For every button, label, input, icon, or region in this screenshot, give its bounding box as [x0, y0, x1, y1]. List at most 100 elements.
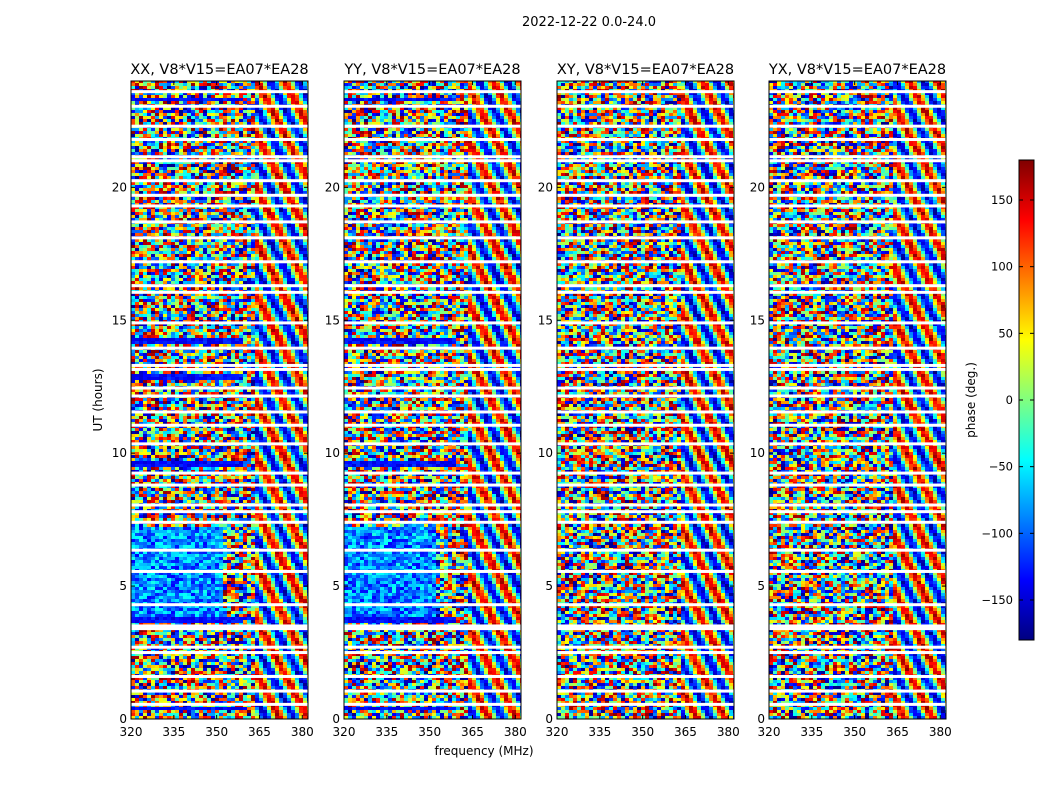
x-tick-label: 335 — [375, 725, 398, 739]
panel-3: YX, V8*V15=EA07*EA28 320 335 350 365 380 0 5 10 1… — [750, 62, 952, 739]
x-tick-label: 335 — [588, 725, 611, 739]
flagged-row — [344, 284, 521, 288]
flagged-row — [769, 124, 946, 128]
flagged-row — [769, 137, 946, 141]
flagged-row — [344, 321, 521, 325]
flagged-row — [557, 410, 734, 414]
flagged-row — [131, 204, 308, 208]
x-tick-label: 350 — [205, 725, 228, 739]
flagged-row — [769, 104, 946, 108]
flagged-row — [344, 363, 521, 367]
flagged-row — [131, 124, 308, 128]
y-tick-label: 0 — [545, 712, 553, 726]
flagged-row — [344, 137, 521, 141]
flagged-row — [131, 394, 308, 398]
x-tick-label: 365 — [461, 725, 484, 739]
panels-group: XX, V8*V15=EA07*EA28 320 335 350 365 380 0 5 10 1… — [112, 62, 952, 739]
flagged-row — [557, 137, 734, 141]
flagged-row — [344, 483, 521, 487]
flagged-row — [344, 503, 521, 507]
flagged-row — [769, 346, 946, 350]
flagged-row — [557, 483, 734, 487]
flagged-row — [131, 569, 308, 573]
flagged-row — [769, 624, 946, 628]
flagged-row — [131, 520, 308, 524]
flagged-row — [131, 651, 308, 655]
flagged-row — [344, 220, 521, 224]
flagged-row — [557, 179, 734, 183]
flagged-row — [557, 321, 734, 325]
panel-2: XY, V8*V15=EA07*EA28 320 335 350 365 380 0 5 10 1… — [538, 62, 740, 739]
heatmap-1 — [344, 81, 521, 719]
flagged-row — [131, 674, 308, 678]
flagged-row — [557, 204, 734, 208]
panel-frame — [130, 80, 309, 720]
flagged-row — [769, 321, 946, 325]
flagged-row — [344, 645, 521, 649]
flagged-row — [131, 386, 308, 390]
flagged-row — [344, 104, 521, 108]
flagged-row — [131, 321, 308, 325]
flagged-row — [131, 346, 308, 350]
colorbar-label: phase (deg.) — [964, 362, 978, 438]
y-tick-label: 0 — [332, 712, 340, 726]
flagged-row — [557, 284, 734, 288]
panel-title: XY, V8*V15=EA07*EA28 — [557, 62, 734, 78]
flagged-row — [557, 569, 734, 573]
colorbar-tick-label: −100 — [981, 526, 1013, 540]
flagged-row — [557, 645, 734, 649]
y-tick-label: 10 — [538, 446, 553, 460]
y-tick-label: 5 — [332, 579, 340, 593]
flagged-row — [344, 179, 521, 183]
flagged-row — [344, 651, 521, 655]
flagged-row — [344, 410, 521, 414]
flagged-row — [344, 423, 521, 427]
flagged-row — [769, 394, 946, 398]
flagged-row — [557, 346, 734, 350]
flagged-row — [769, 179, 946, 183]
flagged-row — [557, 674, 734, 678]
flagged-row — [344, 124, 521, 128]
y-tick-label: 20 — [112, 180, 127, 194]
panel-0: XX, V8*V15=EA07*EA28 320 335 350 365 380 0 5 10 1… — [112, 62, 314, 739]
flagged-row — [769, 363, 946, 367]
flagged-row — [131, 603, 308, 607]
panel-frame — [768, 80, 947, 720]
flagged-row — [557, 260, 734, 264]
flagged-row — [769, 290, 946, 294]
y-tick-label: 20 — [538, 180, 553, 194]
flagged-row — [557, 627, 734, 631]
colorbar: 150 100 50 0 −50 −100 −150 — [981, 159, 1035, 641]
x-tick-label: 365 — [674, 725, 697, 739]
colorbar-tick-label: 0 — [1006, 393, 1013, 407]
x-tick-label: 380 — [291, 725, 314, 739]
flagged-row — [344, 471, 521, 475]
flagged-row — [131, 689, 308, 693]
flagged-row — [344, 674, 521, 678]
flagged-row — [769, 702, 946, 706]
flagged-row — [769, 410, 946, 414]
flagged-row — [769, 483, 946, 487]
x-tick-label: 365 — [886, 725, 909, 739]
flagged-row — [344, 367, 521, 371]
flagged-row — [769, 471, 946, 475]
x-tick-label: 365 — [248, 725, 271, 739]
flagged-row — [557, 510, 734, 514]
flagged-row — [769, 627, 946, 631]
flagged-row — [557, 503, 734, 507]
flagged-row — [131, 290, 308, 294]
flagged-row — [344, 193, 521, 197]
flagged-row — [557, 155, 734, 159]
colorbar-tick-label: 150 — [991, 193, 1013, 207]
flagged-row — [131, 624, 308, 628]
flagged-row — [131, 159, 308, 163]
x-tick-label: 350 — [631, 725, 654, 739]
flagged-row — [557, 386, 734, 390]
flagged-row — [769, 423, 946, 427]
flagged-row — [344, 159, 521, 163]
x-tick-label: 335 — [162, 725, 185, 739]
flagged-row — [557, 548, 734, 552]
flagged-row — [557, 159, 734, 163]
y-tick-label: 15 — [112, 313, 127, 327]
flagged-row — [769, 90, 946, 94]
